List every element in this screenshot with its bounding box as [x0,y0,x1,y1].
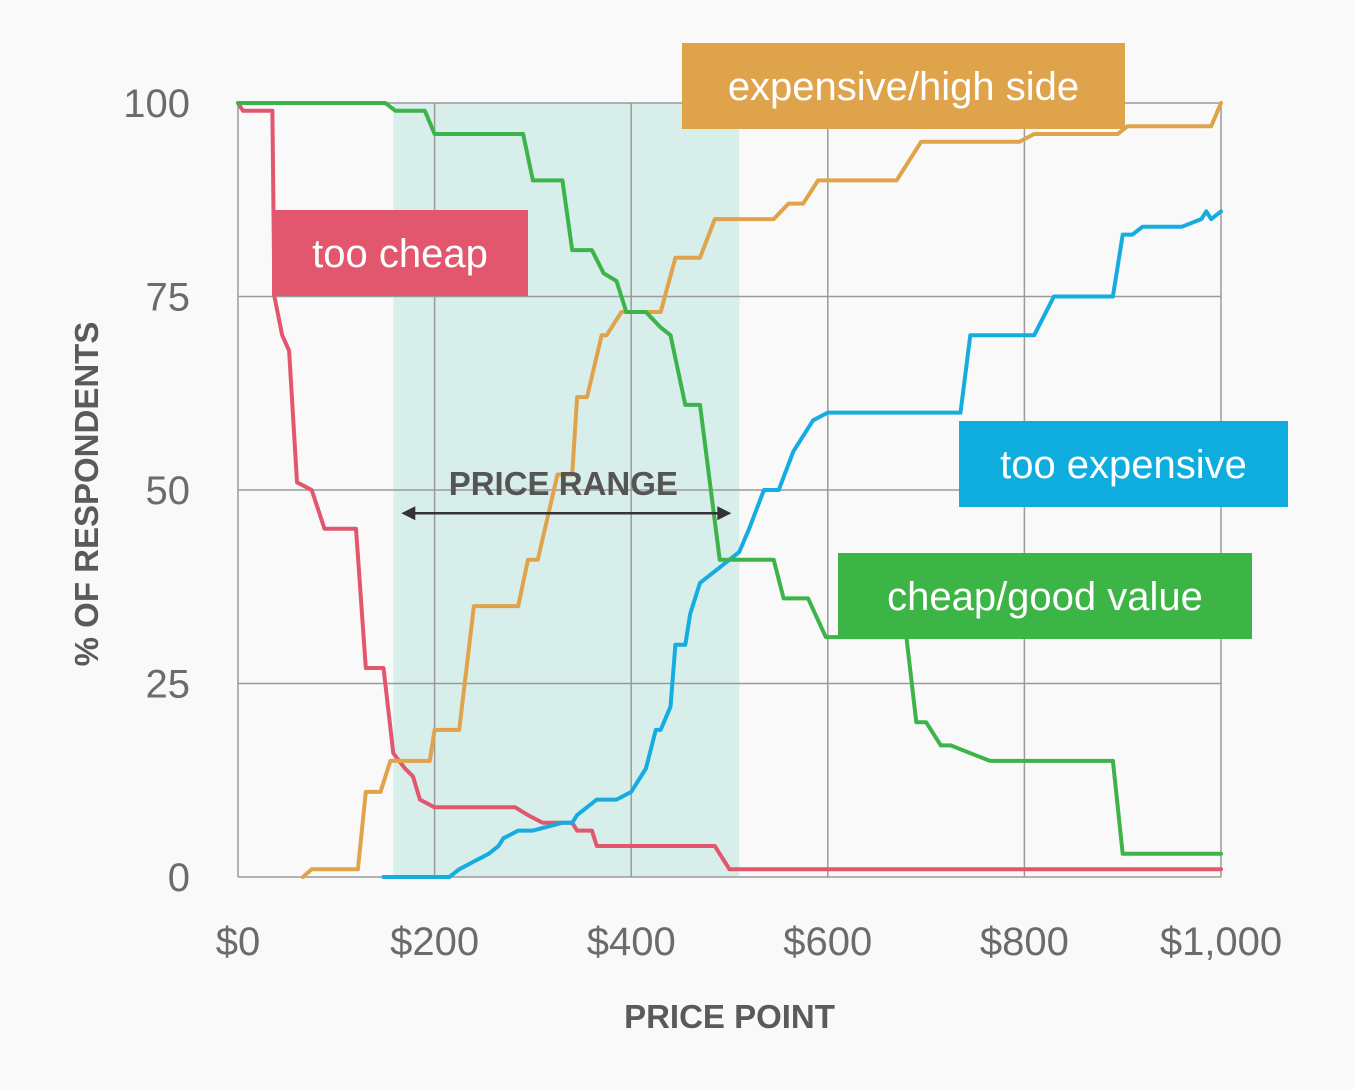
series-label-text: too cheap [312,232,488,276]
x-tick-label: $800 [980,920,1069,964]
series-label-cheap-good-value: cheap/good value [838,553,1252,639]
series-labels: too cheap expensive/high side too expensiv… [272,43,1288,639]
x-tick-label: $600 [783,920,872,964]
series-label-text: expensive/high side [728,65,1079,109]
y-tick-label: 25 [146,663,191,707]
y-tick-label: 75 [146,276,191,320]
series-label-box [838,553,1252,639]
series-label-box [682,43,1125,129]
x-tick-label: $400 [587,920,676,964]
series-label-too-cheap: too cheap [272,210,528,296]
x-tick-label: $1,000 [1160,920,1282,964]
y-tick-label: 100 [123,82,190,126]
arrow-right-icon [717,506,732,521]
x-tick-label: $200 [390,920,479,964]
y-tick-label: 50 [146,469,191,513]
series-line-too-cheap [236,101,1223,872]
series-line-cheap-good-value [236,101,1223,856]
x-axis-title: PRICE POINT [624,998,835,1035]
series-label-text: cheap/good value [887,575,1203,619]
series-line-too-expensive [381,209,1223,879]
series-label-expensive-high-side: expensive/high side [682,43,1125,129]
series-line-expensive-high-side [300,101,1223,879]
series-lines [236,101,1223,879]
series-label-text: too expensive [1000,443,1247,487]
tick-labels: $0 $200 $400 $600 $800 $1,000 0 25 50 75 100 [123,82,1282,964]
arrow-left-icon [401,506,416,521]
y-tick-label: 0 [168,856,190,900]
series-label-box [959,421,1288,507]
series-label-box [272,210,528,296]
price-range-annotation: PRICE RANGE [401,465,732,521]
series-label-too-expensive: too expensive [959,421,1288,507]
x-tick-label: $0 [216,920,261,964]
y-axis-title: % OF RESPONDENTS [68,322,105,667]
price-range-label: PRICE RANGE [449,465,678,502]
